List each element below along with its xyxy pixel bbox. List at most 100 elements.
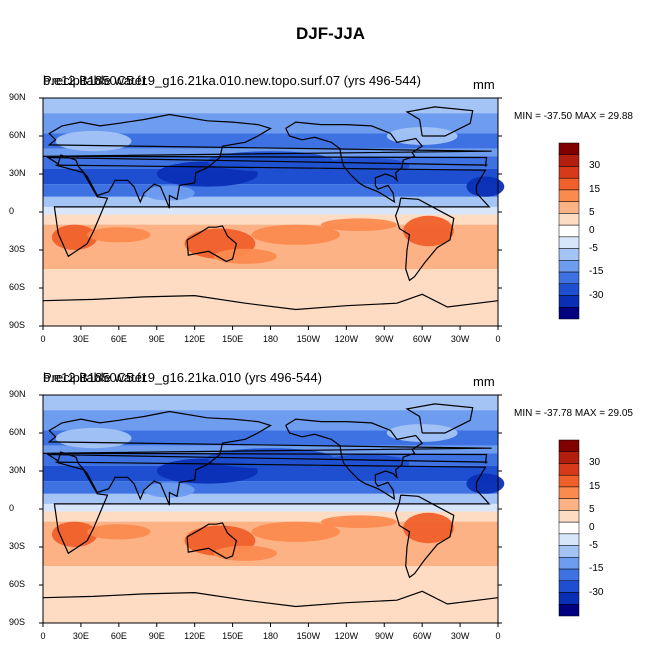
colorbar-swatch [558,510,580,523]
panel-2-minmax: MIN = -37.78 MAX = 29.05 [514,408,633,419]
lon-tick-label: 120W [334,631,359,641]
colorbar-swatch [558,189,580,202]
lon-tick-label: 30W [450,631,470,641]
colorbar-swatch [558,474,580,488]
colorbar-swatch [558,224,580,238]
lon-tick-label: 180 [262,631,279,641]
lon-tick-label: 150W [296,631,321,641]
colorbar-label: -30 [589,289,604,301]
lon-tick-label: 120E [184,334,206,344]
lat-tick-label: 90S [9,320,26,330]
colorbar-label: -30 [589,586,604,598]
lon-tick-label: 180 [262,334,279,344]
lon-tick-label: 0 [495,334,501,344]
coastline [285,121,424,204]
panel-2-units: mm [473,374,495,389]
colorbar-swatch [558,486,580,499]
lat-tick-label: 30S [9,244,26,254]
colorbar-label: 0 [589,522,595,533]
colorbar [558,142,580,320]
panel-2-map [39,394,580,627]
colorbar-swatch [558,248,580,261]
colorbar-label: -5 [589,242,598,254]
coastline [405,403,474,434]
lon-tick-label: 120E [184,631,206,641]
lon-tick-label: 30W [450,334,470,344]
coastline [394,494,455,579]
lat-tick-label: 60N [9,427,26,437]
lon-tick-label: 120W [334,334,359,344]
lat-tick-label: 60S [9,282,26,292]
figure-title: DJF-JJA [296,24,365,43]
colorbar-label: 30 [589,457,601,469]
coastline [285,418,424,501]
colorbar-swatch [558,439,580,452]
map-panel-2: Precipitable water b.e12.B1850C5.f19_g16… [0,365,661,665]
lon-tick-label: 90W [374,334,394,344]
panel-1-map [39,97,580,330]
colorbar-swatch [558,592,580,605]
colorbar-swatch [558,533,580,546]
colorbar-swatch [558,604,580,617]
panel-1-title-b: b.e12.B1850C5.f19_g16.21ka.010.new.topo.… [43,73,421,88]
colorbar [558,439,580,617]
lat-tick-label: 90N [9,389,26,399]
colorbar-label: 5 [589,207,595,219]
colorbar-swatch [558,307,580,320]
colorbar-label: 30 [589,160,601,172]
coastlines [42,403,499,608]
coastline [53,461,491,555]
coastline [42,293,499,311]
lon-tick-label: 60W [412,334,432,344]
lon-tick-label: 60E [110,334,127,344]
colorbar-label: 0 [589,225,595,236]
lon-tick-label: 150E [222,631,244,641]
coastline [42,410,492,506]
panel-2-title-a: Precipitable water [43,370,147,385]
colorbar-swatch [558,557,580,570]
lat-tick-label: 60S [9,579,26,589]
colorbar-swatch [558,568,580,582]
coastline [186,522,238,560]
colorbar-swatch [558,295,580,308]
lon-tick-label: 0 [495,631,501,641]
coastlines [42,106,499,311]
colorbar-label: 5 [589,504,595,516]
panel-1-units: mm [473,77,495,92]
lon-tick-label: 0 [40,334,46,344]
colorbar-swatch [558,201,580,214]
coastline [53,164,491,258]
colorbar-label: -5 [589,539,598,551]
lon-tick-label: 90E [148,631,165,641]
lat-tick-label: 30N [9,465,26,475]
colorbar-swatch [558,463,580,476]
colorbar-swatch [558,177,580,191]
lat-tick-label: 60N [9,130,26,140]
colorbar-swatch [558,451,580,464]
colorbar-swatch [558,166,580,179]
colorbar-label: -15 [589,266,604,278]
colorbar-swatch [558,271,580,285]
colorbar-label: -15 [589,563,604,575]
lon-tick-label: 60E [110,631,127,641]
panel-1-title-a: Precipitable water [43,73,147,88]
lon-tick-label: 0 [40,631,46,641]
colorbar-swatch [558,498,580,511]
lon-tick-label: 150W [296,334,321,344]
contour-field [43,395,505,623]
colorbar-swatch [558,154,580,167]
panel-2-title-b: b.e12.B1850C5.f19_g16.21ka.010 (yrs 496-… [43,370,322,385]
colorbar-label: 15 [589,183,601,195]
lat-tick-label: 90S [9,617,26,627]
lon-tick-label: 90W [374,631,394,641]
lon-tick-label: 90E [148,334,165,344]
lat-tick-label: 30S [9,541,26,551]
lat-tick-label: 90N [9,92,26,102]
lat-tick-label: 0 [9,206,15,216]
colorbar-swatch [558,142,580,155]
contour-field [43,98,505,326]
lon-tick-label: 30E [72,334,89,344]
coastline [186,225,238,263]
lat-tick-label: 0 [9,503,15,513]
map-panel-1: Precipitable water b.e12.B1850C5.f19_g16… [0,68,661,368]
